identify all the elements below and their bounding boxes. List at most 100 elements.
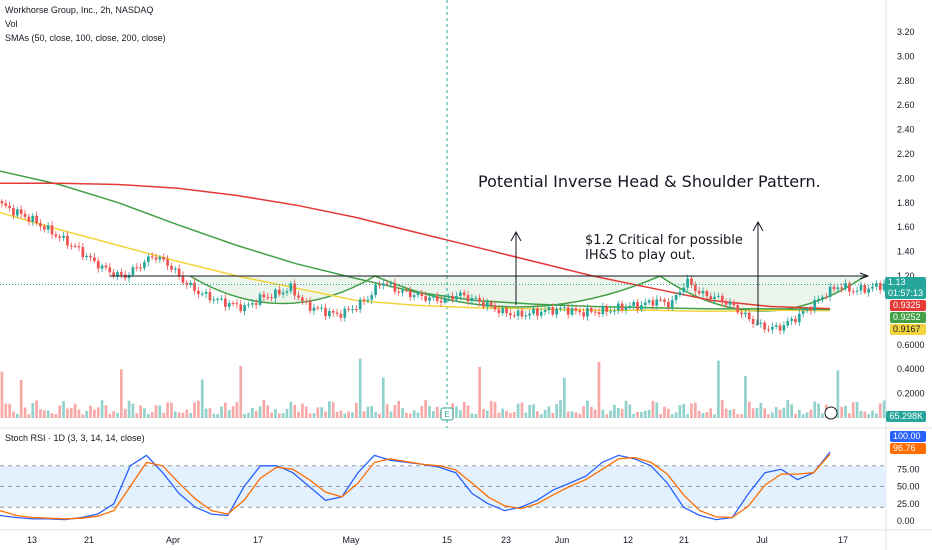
volume-bar xyxy=(154,405,158,418)
candle-body xyxy=(27,216,31,222)
candle-body xyxy=(697,291,701,294)
candle-body xyxy=(505,308,508,314)
candle-body xyxy=(774,325,778,327)
candle-body xyxy=(589,307,593,312)
volume-bar xyxy=(647,409,651,418)
candle-body xyxy=(728,302,732,305)
volume-bar xyxy=(574,412,578,418)
volume-bar xyxy=(432,411,435,418)
volume-bar xyxy=(62,401,65,418)
volume-bar xyxy=(759,402,763,418)
candle-body xyxy=(50,225,54,235)
candle-body xyxy=(366,299,370,302)
candle-body xyxy=(647,300,651,303)
candle-body xyxy=(824,296,828,298)
candle-body xyxy=(62,235,65,238)
candle-body xyxy=(489,302,493,306)
volume-bar xyxy=(166,402,169,418)
time-tick: 15 xyxy=(442,535,452,545)
volume-bar xyxy=(462,401,466,418)
volume-bar xyxy=(173,411,177,418)
candle-body xyxy=(867,288,871,293)
volume-bar xyxy=(119,369,123,418)
candle-body xyxy=(293,283,297,296)
sma-legend[interactable]: SMAs (50, close, 100, close, 200, close) xyxy=(5,33,166,43)
candle-body xyxy=(150,256,154,258)
volume-bar xyxy=(582,406,585,418)
volume-bar xyxy=(362,411,366,418)
candle-body xyxy=(154,257,158,260)
candle-body xyxy=(462,292,466,296)
volume-bar xyxy=(516,403,520,418)
candle-body xyxy=(143,262,146,268)
candle-body xyxy=(570,308,574,315)
volume-bar xyxy=(185,409,189,418)
volume-bar xyxy=(23,407,27,418)
volume-bar xyxy=(135,413,139,418)
volume-bar xyxy=(882,400,886,418)
volume-bar xyxy=(613,404,616,418)
candle-body xyxy=(628,305,632,308)
volume-bar xyxy=(281,413,285,418)
candle-body xyxy=(543,310,547,312)
candle-body xyxy=(289,283,293,292)
candle-body xyxy=(77,246,81,248)
candle-body xyxy=(270,297,273,299)
volume-bar xyxy=(69,407,73,418)
volume-bar xyxy=(224,402,227,418)
time-tick: Jul xyxy=(756,535,768,545)
volume-bar xyxy=(347,411,350,418)
candle-body xyxy=(782,325,786,331)
candle-body xyxy=(651,300,655,306)
volume-bar xyxy=(790,404,793,418)
candle-body xyxy=(851,291,855,293)
volume-bar xyxy=(747,401,751,418)
volume-bar xyxy=(566,411,570,418)
volume-bar xyxy=(597,361,601,418)
volume-bar xyxy=(836,370,840,418)
candle-body xyxy=(551,307,555,315)
volume-legend[interactable]: Vol xyxy=(5,19,18,29)
volume-bar xyxy=(370,405,374,418)
candle-body xyxy=(173,268,177,270)
candle-body xyxy=(339,313,343,318)
volume-bar xyxy=(19,379,23,418)
alert-icon xyxy=(824,406,838,420)
symbol-title[interactable]: Workhorse Group, Inc., 2h, NASDAQ xyxy=(5,5,154,15)
volume-bar xyxy=(320,407,324,418)
stoch-rsi-legend[interactable]: Stoch RSI · 1D (3, 3, 14, 14, close) xyxy=(5,433,145,443)
volume-bar xyxy=(416,412,420,418)
candle-body xyxy=(736,305,740,313)
volume-bar xyxy=(532,404,535,418)
volume-bar xyxy=(505,411,508,418)
volume-bar xyxy=(512,412,516,418)
volume-bar xyxy=(713,414,716,418)
candle-body xyxy=(258,294,262,305)
volume-bar xyxy=(254,411,258,418)
candle-body xyxy=(693,284,697,292)
volume-bar xyxy=(636,412,639,418)
candle-body xyxy=(532,308,535,314)
candle-body xyxy=(412,295,416,298)
candle-body xyxy=(85,255,89,257)
candle-body xyxy=(254,303,258,305)
candle-body xyxy=(4,203,8,206)
candle-body xyxy=(19,209,23,214)
price-tick: 1.80 xyxy=(897,198,915,208)
volume-bar xyxy=(96,407,100,418)
volume-bar xyxy=(239,365,243,418)
candle-body xyxy=(239,304,243,312)
candle-body xyxy=(304,301,308,303)
volume-bar xyxy=(871,410,874,418)
candle-body xyxy=(416,292,420,296)
candle-body xyxy=(324,307,327,317)
volume-bar xyxy=(42,410,46,418)
candle-body xyxy=(686,278,689,288)
volume-bar xyxy=(331,402,335,418)
candle-body xyxy=(871,286,874,289)
candle-body xyxy=(58,236,62,238)
volume-bar xyxy=(863,411,867,418)
price-tick: 1.60 xyxy=(897,222,915,232)
candle-body xyxy=(632,302,636,306)
